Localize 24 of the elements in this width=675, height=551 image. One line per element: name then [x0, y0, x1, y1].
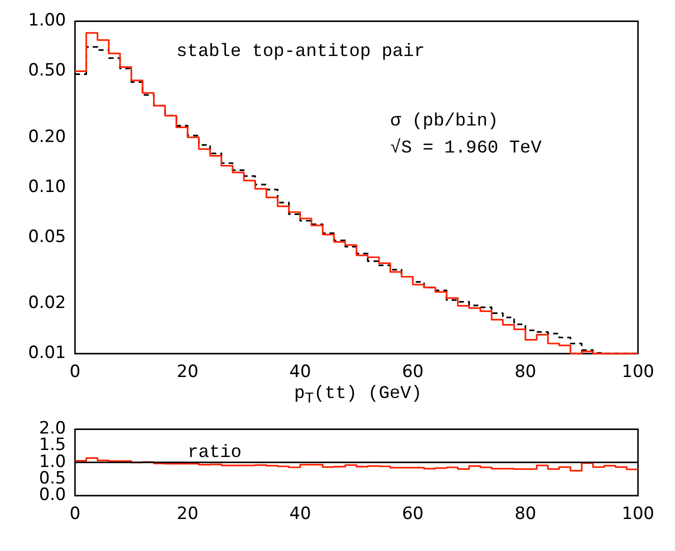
y-tick-label: 0.01	[28, 343, 66, 364]
x-tick-label: 20	[176, 504, 198, 524]
x-tick-label: 0	[70, 362, 80, 382]
x-tick-label: 100	[622, 504, 654, 524]
x-tick-label: 80	[514, 504, 536, 524]
x-tick-label: 100	[622, 362, 654, 382]
x-tick-label: 80	[514, 362, 536, 382]
x-tick-label: 60	[402, 504, 424, 524]
x-tick-label: 40	[289, 362, 312, 382]
x-axis-title: p$_{T}$(tt) (GeV)	[293, 384, 423, 408]
annotation: σ (pb/bin)	[390, 112, 498, 132]
annotation: ratio	[188, 442, 242, 463]
y-tick-label: 1.00	[28, 10, 66, 31]
annotation: √S = 1.960 TeV	[390, 137, 542, 158]
x-tick-label: 20	[176, 362, 198, 382]
x-tick-label: 40	[289, 504, 312, 524]
y-tick-label: 0.05	[28, 226, 66, 247]
y-tick-label: 0.20	[28, 126, 66, 147]
x-tick-label: 60	[402, 362, 424, 382]
y-tick-label: 0.02	[28, 292, 66, 313]
annotation: stable top-antitop pair	[176, 42, 425, 62]
y-tick-label: 0.50	[28, 60, 66, 81]
y-tick-label: 0.10	[28, 176, 66, 197]
x-tick-label: 0	[70, 504, 80, 524]
